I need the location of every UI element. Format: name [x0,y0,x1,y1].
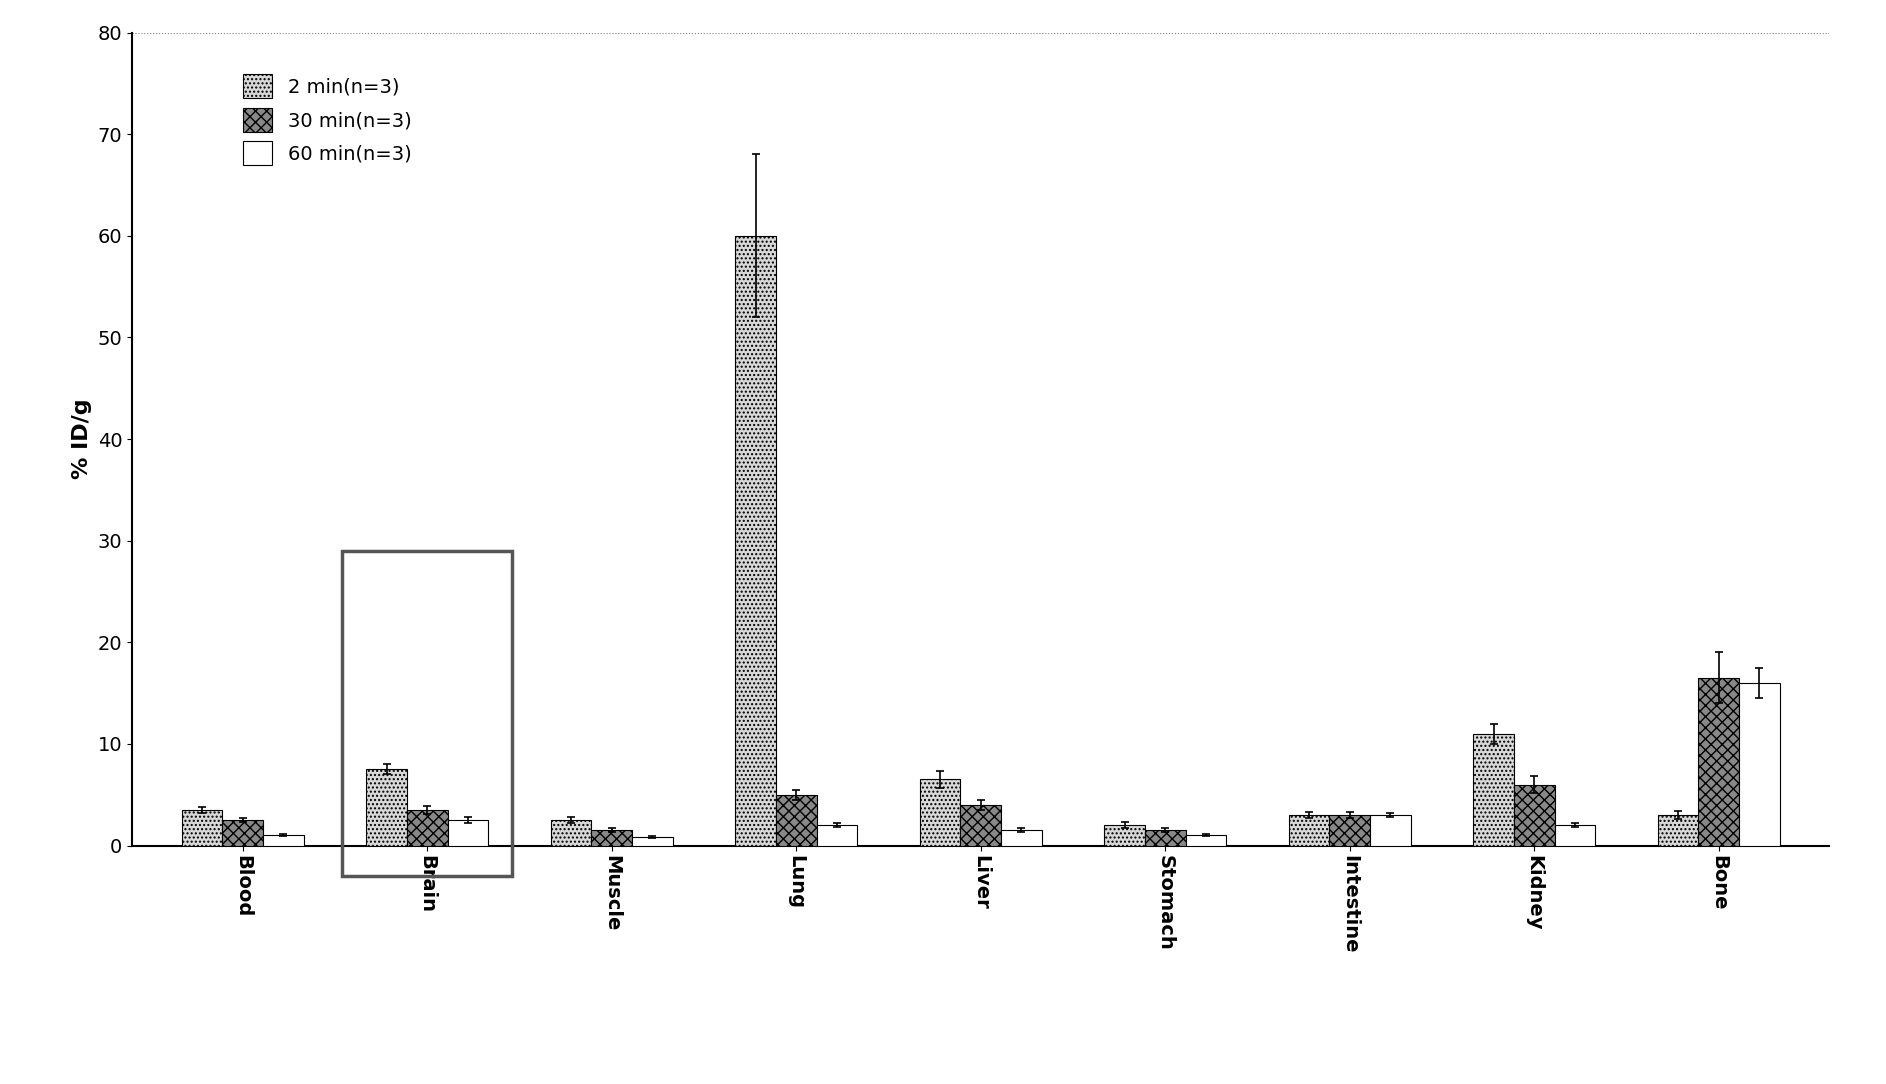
Bar [1514,785,1554,846]
Bar [1105,825,1145,846]
Bar [223,821,262,846]
Bar [632,838,673,846]
Bar [366,770,407,846]
Bar [960,804,1001,846]
Bar [262,836,304,846]
Bar [1473,734,1514,846]
Bar [1554,825,1596,846]
Bar [775,795,817,846]
Bar [1658,815,1699,846]
Bar [341,551,513,876]
Bar [920,779,960,846]
Bar [551,821,592,846]
Legend: 2 min(n=3), 30 min(n=3), 60 min(n=3): 2 min(n=3), 30 min(n=3), 60 min(n=3) [236,66,419,172]
Y-axis label: % ID/g: % ID/g [72,399,92,479]
Bar [1288,815,1330,846]
Bar [817,825,856,846]
Bar [1699,678,1739,846]
Bar [1330,815,1369,846]
Bar [181,810,223,846]
Bar [1001,830,1041,846]
Bar [736,236,775,846]
Bar [1186,836,1226,846]
Bar [447,821,488,846]
Bar [1739,683,1780,846]
Bar [592,830,632,846]
Bar [1145,830,1186,846]
Bar [1369,815,1411,846]
Bar [407,810,447,846]
